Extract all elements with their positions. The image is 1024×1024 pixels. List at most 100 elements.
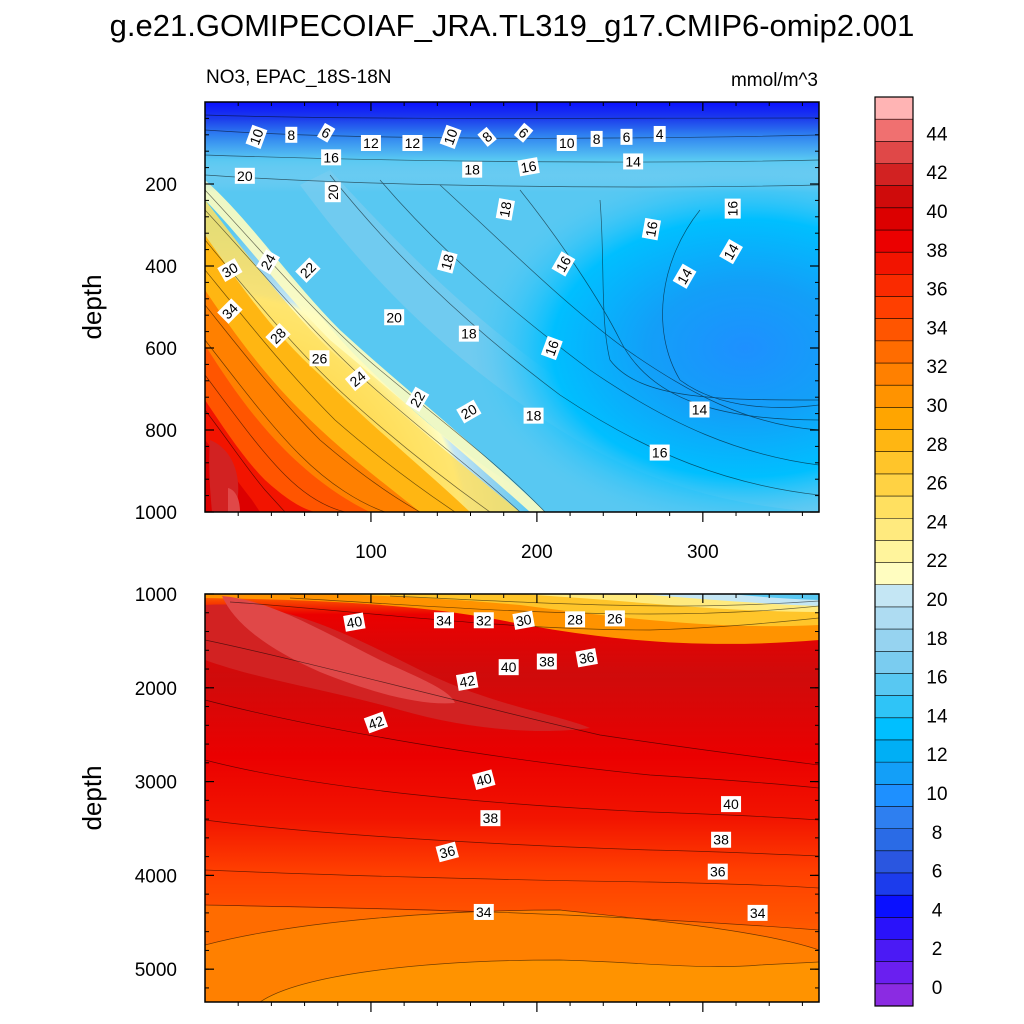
colorbar-label: 40: [926, 202, 947, 223]
contour-label-text: 40: [345, 613, 363, 631]
colorbar-label: 2: [932, 939, 943, 960]
upper-plot-frame: [204, 101, 820, 513]
colorbar-label: 12: [926, 745, 947, 766]
contour-label-box: [256, 249, 280, 275]
upper-contour-fill: [205, 102, 819, 512]
contour-label-text: 16: [542, 338, 562, 358]
y-tick-label: 200: [145, 175, 177, 196]
contour-label: 34: [747, 904, 768, 921]
colorbar-swatch: [875, 163, 913, 187]
contour-label-box: [402, 135, 423, 151]
contour-label: 8: [590, 130, 603, 147]
contour-label-text: 38: [483, 810, 499, 826]
lower-y-axis-label: depth: [77, 765, 107, 830]
contour-label-box: [747, 904, 768, 921]
contour-label-text: 10: [246, 127, 266, 147]
contour-label: 20: [324, 182, 341, 203]
contour-label-text: 24: [257, 251, 279, 273]
colorbar-swatch: [875, 363, 913, 386]
contour-label-text: 32: [476, 612, 492, 628]
colorbar-label: 20: [926, 590, 947, 611]
contour-label-text: 42: [458, 672, 476, 690]
contour-label: 16: [649, 444, 670, 461]
upper-panel: NO3, EPAC_18S-18N mmol/m^3: [77, 67, 820, 563]
contour-label: 32: [473, 612, 494, 629]
contour-label-box: [724, 198, 741, 219]
contour-label-box: [575, 648, 598, 668]
contour-label-text: 40: [723, 796, 739, 812]
contour-label: 18: [523, 407, 544, 424]
colorbar-swatch: [875, 762, 913, 785]
colorbar-swatch: [875, 274, 913, 298]
contour-label-box: [523, 407, 544, 424]
contour-label-text: 20: [386, 309, 402, 325]
contour-label-box: [384, 309, 405, 326]
contour-label-box: [604, 610, 625, 627]
contour-label-text: 38: [539, 654, 555, 670]
contour-label: 16: [540, 335, 563, 361]
contour-label: 40: [721, 796, 742, 813]
colorbar-swatch: [875, 739, 913, 763]
contour-label-text: 20: [237, 168, 253, 184]
colorbar-swatch: [875, 872, 913, 896]
contour-label-text: 16: [642, 220, 660, 238]
contour-label-text: 18: [464, 162, 480, 178]
colorbar-swatch: [875, 496, 913, 519]
contour-label: 24: [344, 366, 371, 392]
contour-label-text: 6: [623, 129, 631, 145]
contour-label-text: 4: [656, 126, 664, 142]
colorbar-swatch: [875, 895, 913, 918]
x-tick-label: 200: [521, 542, 553, 563]
contour-label: 20: [384, 309, 405, 326]
contour-label-box: [641, 217, 662, 241]
contour-label: 40: [498, 659, 519, 676]
contour-label: 34: [433, 612, 454, 629]
contour-label-box: [620, 128, 633, 145]
contour-label: 8: [285, 126, 298, 143]
colorbar-label: 30: [926, 396, 947, 417]
colorbar-frame: [874, 96, 914, 1007]
colorbar-label: 34: [926, 318, 948, 339]
contour-label: 30: [217, 258, 243, 283]
contour-label: 42: [363, 711, 389, 734]
contour-label-text: 10: [559, 135, 575, 151]
contour-label: 36: [435, 841, 460, 863]
contour-label-text: 18: [496, 200, 514, 218]
colorbar-swatch: [875, 606, 913, 630]
colorbar-swatch: [875, 717, 913, 741]
contour-label-box: [405, 386, 430, 412]
contour-label-box: [719, 238, 743, 265]
colorbar-swatch: [875, 296, 913, 320]
colorbar-swatch: [875, 185, 913, 209]
y-tick-label: 2000: [135, 679, 177, 700]
contour-label: 18: [436, 250, 458, 274]
contour-label-text: 14: [720, 241, 742, 263]
colorbar-label: 8: [932, 823, 943, 844]
contour-label-box: [495, 198, 515, 221]
contour-label-box: [343, 612, 366, 632]
colorbar-label: 10: [926, 784, 947, 805]
contour-label-box: [565, 611, 586, 628]
colorbar-swatch: [875, 673, 913, 697]
contour-label-text: 40: [474, 770, 493, 790]
colorbar-label: 44: [926, 124, 948, 145]
colorbar: 0246810121416182022242628303234363840424…: [874, 96, 948, 1007]
contour-label: 6: [316, 122, 336, 143]
contour-label-box: [480, 810, 501, 827]
contour-label: 10: [439, 124, 462, 149]
contour-label-text: 34: [436, 612, 452, 628]
contour-label-box: [436, 250, 458, 274]
colorbar-label: 22: [926, 551, 947, 572]
colorbar-label: 32: [926, 357, 947, 378]
units-label: mmol/m^3: [731, 70, 818, 91]
contour-label-text: 16: [652, 445, 668, 461]
contour-label-box: [217, 298, 243, 324]
colorbar-swatch: [875, 695, 913, 719]
contour-label-box: [309, 350, 330, 367]
contour-label: 40: [472, 769, 496, 791]
contour-label-text: 14: [692, 402, 708, 418]
chart-title: g.e21.GOMIPECOIAF_JRA.TL319_g17.CMIP6-om…: [110, 8, 915, 43]
contour-label: 10: [245, 124, 268, 149]
y-tick-label: 3000: [135, 773, 177, 794]
